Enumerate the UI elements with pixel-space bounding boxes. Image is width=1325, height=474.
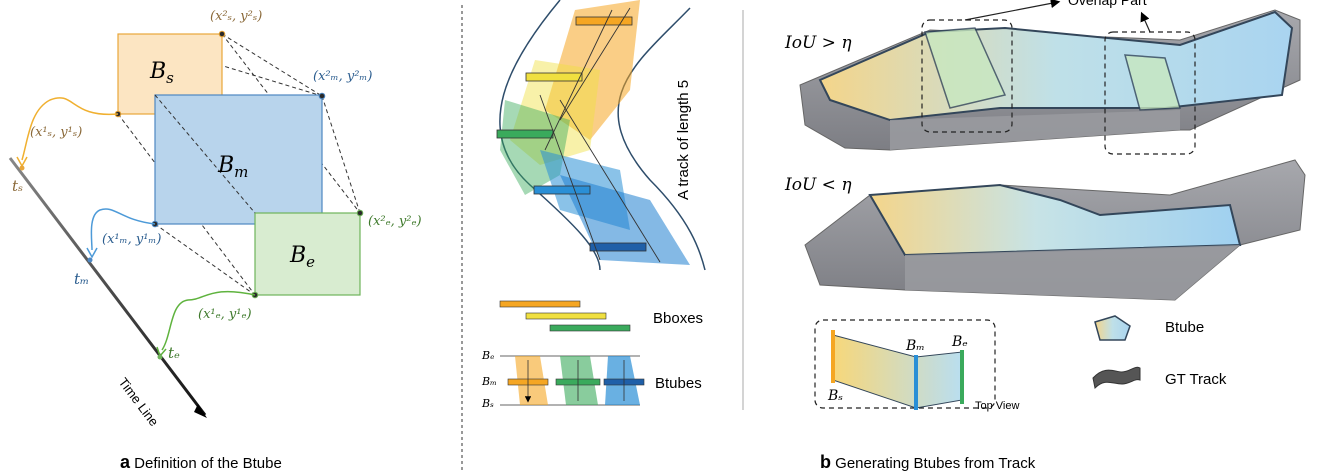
time-label-e: tₑ	[168, 344, 180, 362]
legend-bbox-orange	[499, 300, 581, 308]
tube-top	[799, 9, 1301, 151]
box-bm	[154, 94, 323, 225]
overlap-arrow-1	[964, 0, 1061, 21]
btube-label-bs: Bₛ	[481, 397, 494, 410]
overlap-arrow-2	[1140, 11, 1151, 33]
bbox-bar-5	[589, 242, 647, 252]
btube-label-bm: Bₘ	[481, 375, 497, 388]
caption-a: a Definition of the Btube	[120, 452, 282, 472]
corner-label-e1: (x¹ₑ, y¹ₑ)	[198, 307, 252, 322]
legend-btube-label: Btube	[1165, 319, 1204, 336]
top-view-shape	[832, 334, 963, 409]
curve-e	[161, 290, 256, 351]
timeline-dot-m	[87, 257, 93, 263]
timeline-label: Time Line	[116, 375, 162, 429]
time-label-m: tₘ	[74, 270, 89, 288]
iou-lt-label: IoU < η	[784, 175, 852, 195]
legend-gt-label: GT Track	[1165, 371, 1227, 388]
legend-bboxes-label: Bboxes	[653, 310, 703, 327]
legend-btubes	[500, 355, 645, 406]
overlap-label: Overlap Part	[1068, 0, 1147, 8]
corner-label-m1: (x¹ₘ, y¹ₘ)	[102, 232, 161, 247]
track-curve-right	[617, 7, 706, 271]
corner-label-m2: (x²ₘ, y²ₘ)	[313, 69, 372, 84]
arrow-m	[86, 247, 98, 259]
panel-b-3d: IoU > η IoU < η Overlap Part Bₛ Bₘ B	[784, 0, 1306, 412]
timeline-arrowhead	[194, 404, 207, 418]
timeline-axis	[8, 157, 207, 416]
timeline-dot-e	[157, 354, 163, 360]
curve-s	[21, 97, 119, 161]
panel-a: Time Line Bs Bm Be	[8, 9, 422, 472]
btube-icon	[1094, 315, 1131, 341]
track-curve-left	[499, 0, 601, 271]
curve-m	[90, 208, 156, 251]
corner-label-e2: (x²ₑ, y²ₑ)	[368, 214, 422, 229]
box-be	[254, 212, 361, 296]
bbox-bar-1	[575, 16, 633, 26]
bbox-bar-2	[525, 72, 583, 82]
top-view-be-label: Bₑ	[951, 334, 968, 350]
legend-btubes-label: Btubes	[655, 375, 702, 392]
gt-track-icon	[1092, 366, 1141, 390]
top-view-bm-label: Bₘ	[905, 338, 925, 354]
track-label: A track of length 5	[675, 80, 692, 200]
label-be: Be	[289, 243, 315, 271]
timeline-dot-s	[19, 165, 25, 171]
top-view-title: Top View	[975, 400, 1019, 412]
tube-bottom	[804, 159, 1306, 301]
label-bm: Bm	[217, 153, 248, 181]
panel-b-track: A track of length 5 Bboxes Bₑ Bₘ Bₛ Btub…	[481, 0, 706, 410]
top-view-box	[814, 319, 996, 409]
corner-label-s2: (x²ₛ, y²ₛ)	[210, 9, 262, 24]
bbox-bar-4	[533, 185, 591, 195]
box-diagonals	[154, 33, 323, 214]
legend-bbox-yellow	[525, 312, 607, 320]
label-bs: Bs	[149, 59, 174, 87]
caption-b: b Generating Btubes from Track	[820, 452, 1036, 472]
btube-label-be: Bₑ	[481, 349, 494, 362]
bbox-bar-3	[496, 129, 554, 139]
time-label-s: tₛ	[12, 177, 23, 195]
top-view-bs-label: Bₛ	[827, 388, 843, 404]
legend-bbox-green	[549, 324, 631, 332]
iou-gt-label: IoU > η	[784, 33, 852, 53]
corner-label-s1: (x¹ₛ, y¹ₛ)	[30, 125, 82, 140]
